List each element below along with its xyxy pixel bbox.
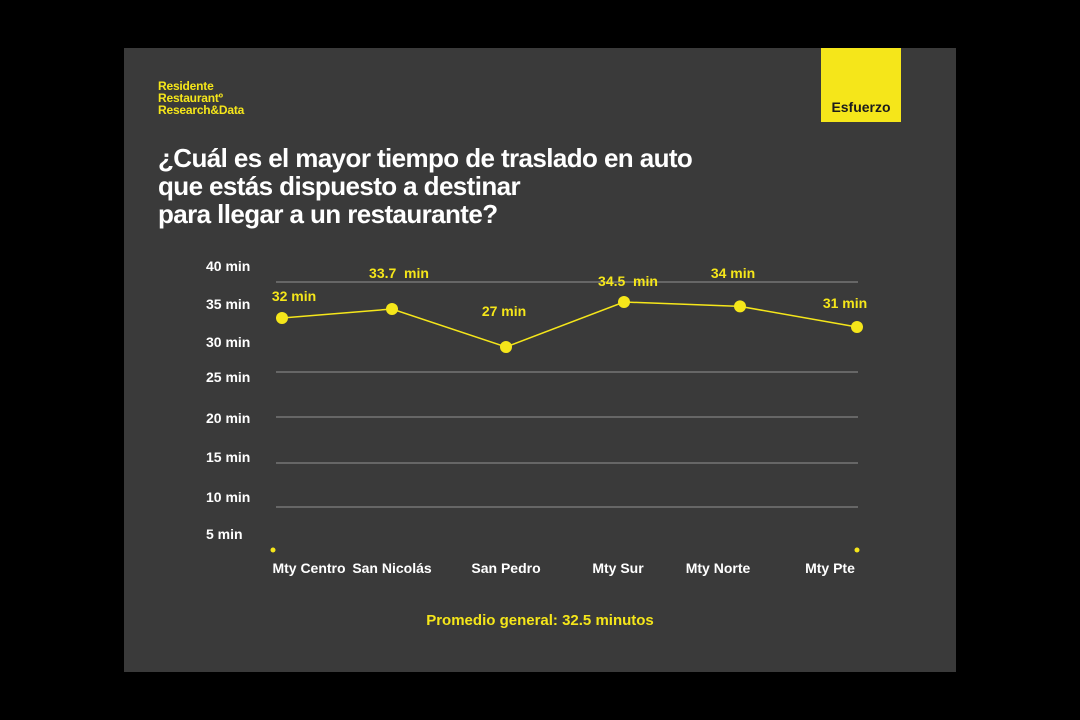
chart-title-line-3: para llegar a un restaurante? [158, 199, 498, 229]
y-tick-label: 20 min [206, 410, 250, 426]
y-tick-label: 40 min [206, 258, 250, 274]
x-tick-label: Mty Sur [592, 560, 644, 576]
x-tick-label: Mty Centro [272, 560, 345, 576]
x-tick-label: San Nicolás [352, 560, 432, 576]
slide-card [124, 48, 956, 672]
data-label: 33.7 min [369, 265, 429, 281]
data-point [851, 321, 863, 333]
x-tick-label: Mty Norte [686, 560, 751, 576]
data-label: 31 min [823, 295, 867, 311]
average-note: Promedio general: 32.5 minutos [426, 612, 654, 629]
y-tick-label: 25 min [206, 369, 250, 385]
category-tag: Esfuerzo [821, 48, 901, 122]
data-point [734, 300, 746, 313]
series-line [281, 301, 858, 348]
data-label: 34.5 min [598, 273, 658, 289]
brand-line-3: Research&Data [158, 103, 245, 117]
y-tick-label: 10 min [206, 489, 250, 505]
data-label: 34 min [711, 265, 755, 281]
x-tick-label: San Pedro [471, 560, 540, 576]
data-point [500, 341, 512, 353]
baseline-end-dot [854, 547, 860, 553]
chart-title-line-1: ¿Cuál es el mayor tiempo de traslado en … [158, 143, 693, 173]
chart-title-line-2: que estás dispuesto a destinar [158, 171, 521, 201]
baseline-start-dot [270, 547, 276, 553]
y-tick-label: 5 min [206, 526, 243, 542]
data-label: 32 min [272, 288, 316, 304]
chart-title: ¿Cuál es el mayor tiempo de traslado en … [158, 144, 798, 228]
data-label: 27 min [482, 303, 526, 319]
brand-line-2: Restaurantº [158, 91, 223, 105]
data-point [386, 303, 398, 315]
y-tick-label: 35 min [206, 296, 250, 312]
y-tick-label: 30 min [206, 334, 250, 350]
x-tick-label: Mty Pte [805, 560, 855, 576]
brand-line-1: Residente [158, 79, 214, 93]
brand-logo: Residente Restaurantº Research&Data [158, 80, 244, 116]
y-tick-label: 15 min [206, 449, 250, 465]
data-point [276, 312, 288, 324]
data-point [618, 296, 630, 308]
